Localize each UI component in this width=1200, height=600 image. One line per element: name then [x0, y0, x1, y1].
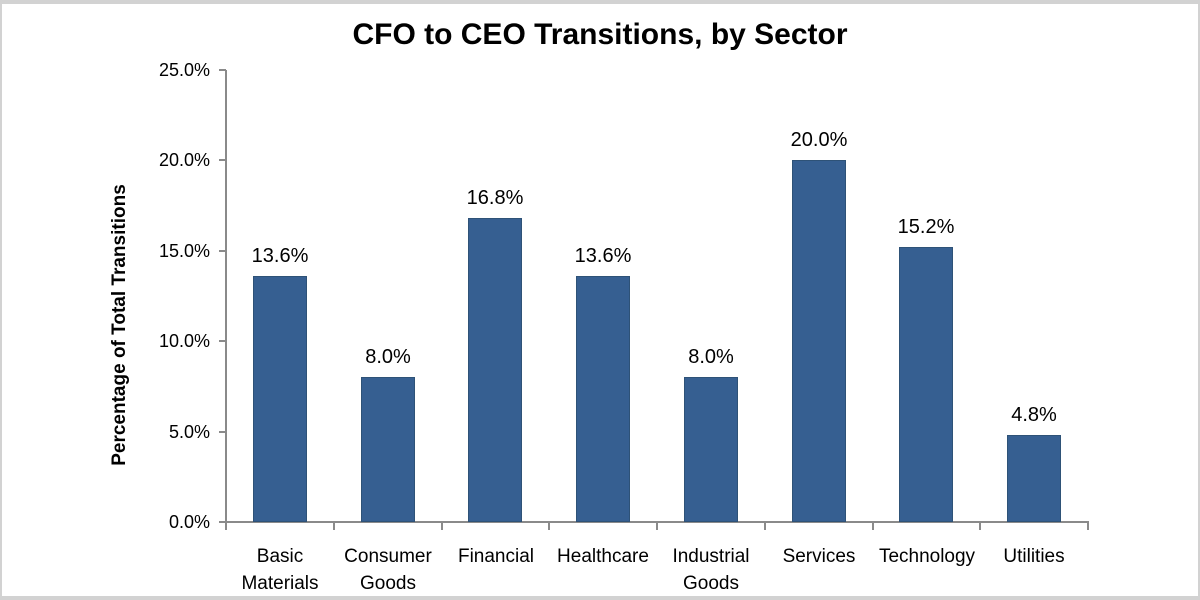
- x-tick: [764, 523, 766, 530]
- y-tick: [219, 431, 226, 433]
- bar-value-label: 13.6%: [574, 245, 632, 267]
- x-tick: [656, 523, 658, 530]
- x-category-label: Basic Materials: [241, 546, 319, 594]
- y-tick: [219, 521, 226, 523]
- x-category-label: Utilities: [1003, 546, 1065, 567]
- bar: [792, 160, 846, 522]
- y-tick-label: 0.0%: [168, 512, 210, 532]
- bar: [1007, 435, 1061, 522]
- y-tick: [219, 340, 226, 342]
- bar: [253, 276, 307, 522]
- bar-value-label: 16.8%: [466, 187, 524, 209]
- x-tick: [1087, 523, 1089, 530]
- x-tick: [441, 523, 443, 530]
- y-axis-line: [225, 70, 227, 530]
- bar: [899, 247, 953, 522]
- chart-title: CFO to CEO Transitions, by Sector: [352, 18, 848, 51]
- bar: [684, 377, 738, 522]
- x-category-label: Financial: [457, 546, 535, 567]
- x-tick: [225, 523, 227, 530]
- x-tick: [979, 523, 981, 530]
- y-tick-label: 25.0%: [158, 60, 210, 80]
- bar-value-label: 8.0%: [688, 346, 734, 368]
- x-category-label: Consumer Goods: [344, 546, 432, 594]
- y-tick-label: 20.0%: [158, 150, 210, 170]
- bar: [576, 276, 630, 522]
- x-tick: [872, 523, 874, 530]
- bar-value-label: 13.6%: [251, 245, 309, 267]
- bar-value-label: 8.0%: [365, 346, 411, 368]
- x-category-label: Healthcare: [557, 546, 649, 567]
- bar-value-label: 4.8%: [1011, 404, 1057, 426]
- x-tick: [333, 523, 335, 530]
- bar: [468, 218, 522, 522]
- x-axis-line: [225, 521, 1089, 523]
- y-tick: [219, 69, 226, 71]
- bar-value-label: 20.0%: [790, 129, 848, 151]
- bar-value-label: 15.2%: [897, 216, 955, 238]
- x-category-label: Industrial Goods: [672, 546, 750, 594]
- y-tick: [219, 250, 226, 252]
- y-tick-label: 10.0%: [158, 331, 210, 351]
- y-tick-label: 5.0%: [168, 422, 210, 442]
- y-tick-label: 15.0%: [158, 241, 210, 261]
- bar: [361, 377, 415, 522]
- x-category-label: Services: [782, 546, 856, 567]
- y-tick: [219, 159, 226, 161]
- x-category-label: Technology: [878, 546, 976, 567]
- x-tick: [548, 523, 550, 530]
